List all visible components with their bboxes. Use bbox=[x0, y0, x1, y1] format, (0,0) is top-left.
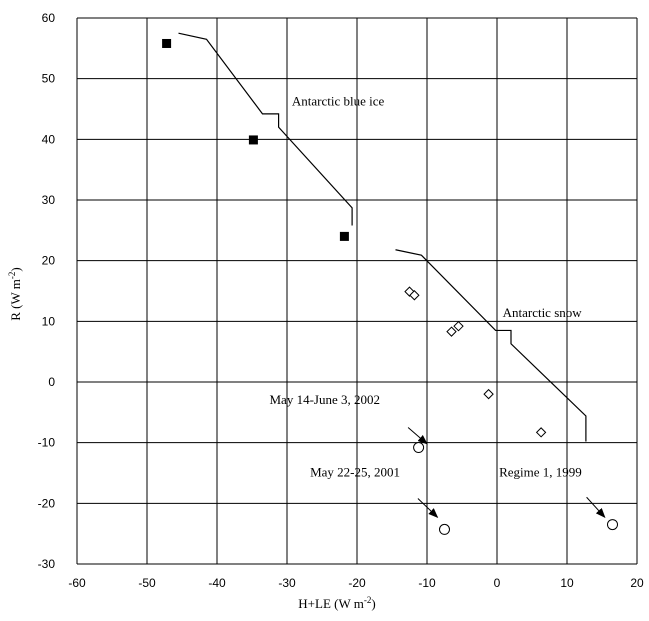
y-tick-label: -10 bbox=[38, 436, 56, 450]
open-circle-point bbox=[608, 520, 618, 530]
y-tick-label: 30 bbox=[42, 193, 56, 207]
x-axis-title-end: ) bbox=[371, 596, 375, 611]
filled-square-point bbox=[340, 232, 349, 241]
y-tick-label: -20 bbox=[38, 496, 56, 510]
y-axis-title-main: R (W m bbox=[8, 279, 23, 321]
y-tick-label: 20 bbox=[42, 254, 56, 268]
x-tick-label: -50 bbox=[138, 576, 156, 590]
y-axis-title-end: ) bbox=[8, 267, 23, 271]
y-axis-title-sup: -2 bbox=[7, 272, 17, 280]
label-antarctic-blue-ice: Antarctic blue ice bbox=[292, 93, 385, 108]
x-tick-label: -30 bbox=[278, 576, 296, 590]
y-tick-label: 50 bbox=[42, 72, 56, 86]
x-axis-title-main: H+LE (W m bbox=[298, 596, 364, 611]
filled-square-point bbox=[162, 39, 171, 48]
x-tick-label: -60 bbox=[68, 576, 86, 590]
open-circle-point bbox=[414, 443, 424, 453]
filled-square-point bbox=[249, 135, 258, 144]
annotation-may-2001: May 22-25, 2001 bbox=[310, 465, 400, 480]
x-tick-label: 20 bbox=[630, 576, 644, 590]
x-tick-label: 0 bbox=[494, 576, 501, 590]
open-circle-point bbox=[440, 524, 450, 534]
y-tick-label: 0 bbox=[48, 375, 55, 389]
annotation-may-2002: May 14-June 3, 2002 bbox=[270, 392, 381, 407]
y-tick-label: 60 bbox=[42, 11, 56, 25]
y-tick-label: -30 bbox=[38, 557, 56, 571]
y-tick-label: 40 bbox=[42, 132, 56, 146]
x-tick-label: -20 bbox=[348, 576, 366, 590]
x-axis-title-sup: -2 bbox=[364, 595, 372, 605]
x-tick-label: -40 bbox=[208, 576, 226, 590]
x-tick-label: -10 bbox=[418, 576, 436, 590]
x-tick-label: 10 bbox=[560, 576, 574, 590]
annotation-regime-1999: Regime 1, 1999 bbox=[499, 465, 582, 480]
y-tick-label: 10 bbox=[42, 314, 56, 328]
label-antarctic-snow: Antarctic snow bbox=[503, 305, 583, 320]
